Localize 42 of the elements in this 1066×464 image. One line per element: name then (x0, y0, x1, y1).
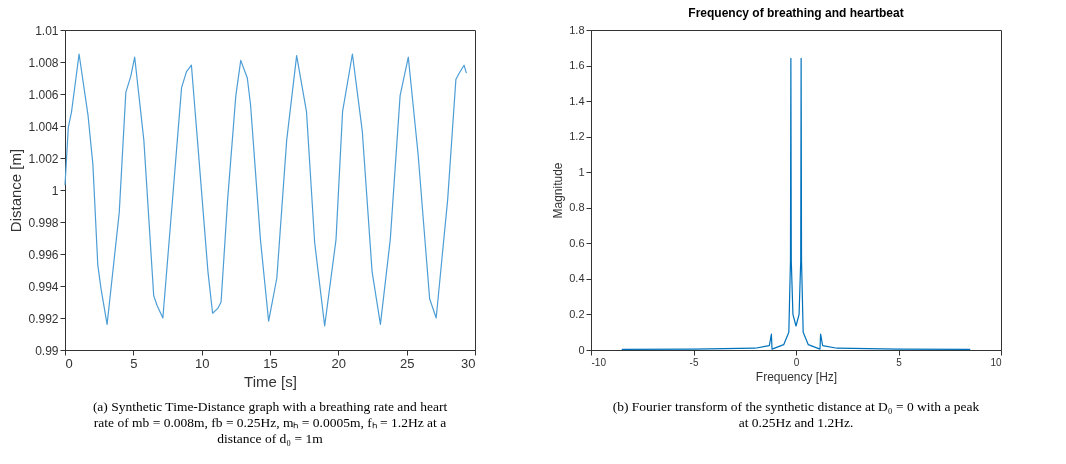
x-tick-label: 0 (793, 356, 800, 368)
x-axis-title: Frequency [Hz] (755, 369, 838, 384)
y-tick-label: 1.002 (28, 151, 59, 166)
y-tick-label: 0.992 (28, 311, 59, 326)
y-tick-label: 0.998 (28, 215, 59, 230)
line-series (64, 53, 467, 327)
y-tick-label: 1.01 (35, 23, 59, 38)
y-tick-label: 1.004 (28, 119, 59, 134)
y-tick-label: 1.008 (28, 55, 59, 70)
y-tick-label: 1 (51, 183, 59, 198)
y-tick-label: 0.996 (28, 247, 59, 262)
y-tick-label: 0.994 (28, 279, 59, 294)
x-tick-label: 10 (194, 355, 210, 371)
x-tick-label: 5 (896, 356, 903, 368)
y-tick-label: 1.8 (569, 23, 585, 36)
x-tick-label: 30 (461, 355, 476, 371)
x-tick-label: -5 (689, 356, 699, 368)
y-tick-label: 0.6 (569, 236, 585, 249)
x-tick-label: 0 (65, 355, 73, 371)
x-tick-label: 5 (130, 355, 138, 371)
text: (b) Fourier transform of the synthetic distance at D₀ = 0 with a peak at 0.25Hz and 1.2Hz. (612, 399, 980, 430)
y-tick-label: 0.2 (569, 307, 585, 320)
x-tick-label: 25 (399, 355, 415, 371)
line-series (621, 57, 971, 351)
y-tick-label: 0.8 (569, 201, 585, 214)
y-tick-label: 1.4 (569, 94, 585, 107)
y-tick-label: 0 (578, 343, 585, 356)
y-axis-title: Distance [m] (7, 148, 25, 233)
x-tick-label: 20 (331, 355, 347, 371)
y-tick-label: 1 (578, 165, 585, 178)
y-tick-label: 1.6 (569, 59, 585, 72)
y-tick-label: 0.99 (35, 343, 59, 358)
x-tick-label: 15 (263, 355, 278, 371)
x-axis-title: Time [s] (244, 372, 297, 390)
y-tick-label: 1.2 (569, 130, 585, 143)
y-tick-label: 1.006 (28, 87, 59, 102)
x-tick-label: -10 (591, 356, 607, 368)
y-axis-title: Magnitude (551, 162, 566, 219)
y-tick-label: 0.4 (569, 272, 585, 285)
text: (a) Synthetic Time-Distance graph with a breathing rate and heart rate of mb = 0.008m, fb = 0.25Hz, mₕ = 0.0005m, fₕ = 1.2Hz at a distance of d₀ = 1m (92, 399, 448, 446)
chart-title: Frequency of breathing and heartbeat (688, 6, 904, 20)
x-tick-label: 10 (990, 356, 1002, 368)
